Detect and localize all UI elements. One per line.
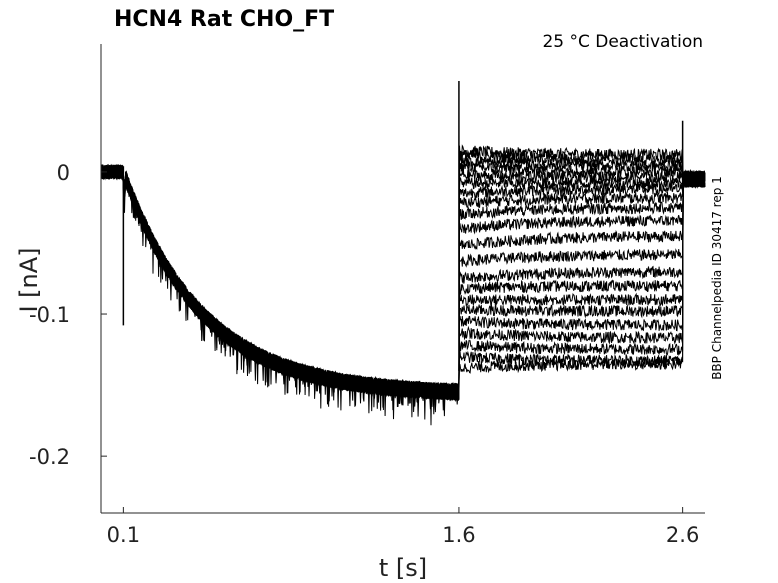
series-line-15 — [101, 165, 705, 411]
series-line-13 — [101, 165, 705, 407]
series-line-5 — [101, 165, 705, 403]
y-tick-label: 0 — [57, 161, 70, 185]
x-axis-label: t [s] — [379, 554, 427, 582]
x-tick-label: 2.6 — [666, 523, 699, 547]
traces — [101, 81, 705, 425]
y-ticks: 0-0.1-0.2 — [29, 161, 107, 469]
series-line-6 — [101, 165, 705, 409]
y-tick-label: -0.2 — [29, 445, 70, 469]
side-label: BBP Channelpedia ID 30417 rep 1 — [710, 176, 724, 380]
series-line-12 — [101, 166, 705, 407]
series-line-18 — [101, 165, 705, 408]
series-line-2 — [101, 150, 705, 405]
x-tick-label: 1.6 — [442, 523, 475, 547]
x-tick-label: 0.1 — [107, 523, 140, 547]
series-line-3 — [101, 156, 705, 408]
chart-annotation: 25 °C Deactivation — [542, 32, 703, 52]
series-line-8 — [101, 165, 705, 410]
series-line-16 — [101, 165, 705, 403]
y-axis-label: I [nA] — [15, 247, 43, 312]
series-line-19 — [101, 165, 705, 410]
chart-title: HCN4 Rat CHO_FT — [114, 7, 334, 32]
series-line-17 — [101, 165, 705, 410]
